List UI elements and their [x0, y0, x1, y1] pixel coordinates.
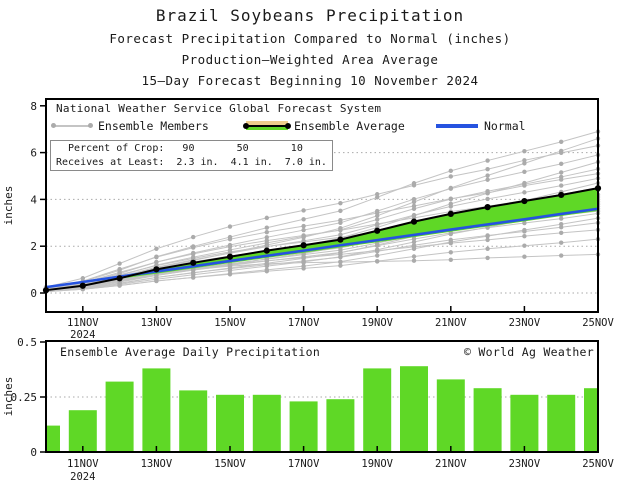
svg-text:25NOV: 25NOV	[582, 317, 614, 329]
precip-bar	[179, 390, 208, 452]
svg-text:11NOV: 11NOV	[67, 317, 99, 329]
svg-text:25NOV: 25NOV	[582, 458, 614, 470]
precip-bar	[289, 401, 318, 452]
svg-text:19NOV: 19NOV	[361, 458, 393, 470]
crop-box-line-2: Receives at Least: 2.3 in. 4.1 in. 7.0 i…	[56, 156, 327, 168]
daily-precip-bars	[46, 366, 598, 452]
page-title: Brazil Soybeans Precipitation	[155, 6, 465, 25]
crop-percentile-box: Percent of Crop: 90 50 10 Receives at Le…	[50, 140, 333, 171]
svg-text:2: 2	[30, 240, 37, 253]
svg-text:13NOV: 13NOV	[141, 317, 173, 329]
top-chart-frame	[45, 98, 599, 313]
svg-text:4: 4	[30, 193, 37, 206]
normal-label: Normal	[484, 119, 526, 133]
precip-bar	[584, 388, 598, 452]
ensemble-members-line-icon	[54, 125, 90, 127]
ensemble-members-dot-icon	[88, 123, 93, 128]
svg-text:0.5: 0.5	[17, 336, 37, 349]
subtitle-line-1: Forecast Precipitation Compared to Norma…	[109, 31, 511, 46]
precip-bar	[46, 425, 60, 452]
svg-text:17NOV: 17NOV	[288, 317, 320, 329]
precip-bar	[252, 394, 281, 452]
svg-text:6: 6	[30, 147, 37, 160]
svg-text:8: 8	[30, 100, 37, 113]
ensemble-average-line-icon	[246, 124, 288, 127]
bottom-chart-y-axis: 0 0.25 0.5 inches	[2, 336, 46, 459]
precip-bar	[363, 368, 392, 452]
ensemble-members-label: Ensemble Members	[98, 119, 209, 133]
precip-bar	[216, 394, 244, 452]
normal-line-swatch-icon	[436, 124, 478, 128]
svg-text:inches: inches	[2, 377, 15, 417]
ensemble-average-dot-icon	[243, 122, 249, 129]
svg-text:15NOV: 15NOV	[214, 317, 246, 329]
precip-bar	[142, 368, 171, 452]
bottom-chart-title: Ensemble Average Daily Precipitation	[60, 345, 321, 359]
ensemble-average-swatch-icon	[243, 121, 291, 130]
subtitle-line-3: 15–Day Forecast Beginning 10 November 20…	[141, 73, 479, 88]
svg-text:15NOV: 15NOV	[214, 458, 246, 470]
precip-bar	[510, 394, 539, 452]
svg-text:0: 0	[30, 446, 37, 459]
top-chart-y-axis: 0 2 4 6 8 inches	[2, 100, 46, 300]
precip-bar	[547, 394, 576, 452]
svg-text:17NOV: 17NOV	[288, 458, 320, 470]
ensemble-average-dot-icon	[285, 122, 291, 129]
ensemble-average-label: Ensemble Average	[294, 119, 405, 133]
svg-text:2024: 2024	[70, 471, 95, 483]
svg-text:23NOV: 23NOV	[509, 458, 541, 470]
svg-text:13NOV: 13NOV	[141, 458, 173, 470]
ensemble-members-swatch-icon	[51, 123, 93, 129]
svg-text:0: 0	[30, 287, 37, 300]
svg-text:21NOV: 21NOV	[435, 458, 467, 470]
precip-bar	[105, 381, 134, 452]
subtitle-line-2: Production–Weighted Area Average	[181, 52, 439, 67]
svg-text:23NOV: 23NOV	[509, 317, 541, 329]
precip-bar	[326, 399, 355, 452]
precip-bar	[473, 388, 502, 452]
top-chart-x-axis: 11NOV 13NOV 15NOV 17NOV 19NOV 21NOV 23NOV 25NOV…	[67, 306, 614, 341]
svg-text:0.25: 0.25	[11, 391, 38, 404]
crop-box-line-1: Percent of Crop: 90 50 10	[56, 143, 303, 154]
svg-text:21NOV: 21NOV	[435, 317, 467, 329]
svg-text:inches: inches	[2, 186, 15, 226]
precip-bar	[68, 410, 97, 452]
bottom-chart-x-axis: 11NOV 13NOV 15NOV 17NOV 19NOV 21NOV 23NOV 25NOV…	[67, 446, 614, 483]
legend-title: National Weather Service Global Forecast…	[56, 102, 382, 115]
svg-text:11NOV: 11NOV	[67, 458, 99, 470]
svg-text:19NOV: 19NOV	[361, 317, 393, 329]
precip-bar	[400, 366, 428, 452]
copyright-credit: © World Ag Weather	[463, 345, 594, 359]
svg-text:2024: 2024	[70, 329, 95, 341]
ensemble-average-line	[42, 185, 602, 294]
precip-bar	[436, 379, 465, 452]
ensemble-members-dot-icon	[51, 123, 56, 128]
